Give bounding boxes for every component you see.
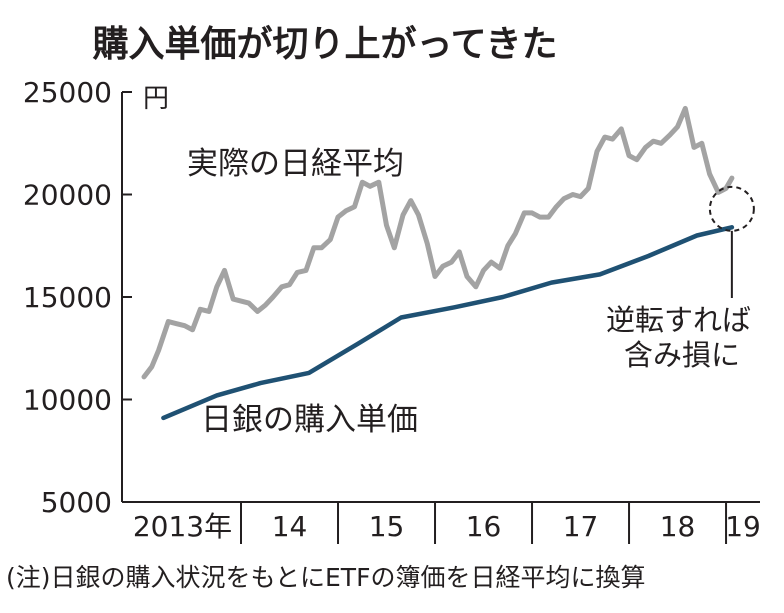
y-tick-label: 15000: [23, 281, 112, 314]
y-tick-label: 5000: [41, 486, 112, 519]
x-year-label: 2013年: [133, 510, 232, 543]
series-line-boj: [161, 225, 735, 421]
footnote: (注)日銀の購入状況をもとにETFの簿価を日経平均に換算: [6, 563, 645, 592]
crossover-highlight-circle: [708, 185, 755, 232]
y-tick-label: 20000: [23, 179, 112, 212]
annotation-line-2: 含み損に: [624, 338, 740, 372]
series-label-boj: 日銀の購入単価: [201, 402, 418, 438]
chart-title: 購入単価が切り上がってきた: [92, 24, 557, 65]
x-year-label: 16: [466, 510, 502, 543]
x-year-label: 15: [369, 510, 405, 543]
y-tick-label: 25000: [23, 76, 112, 109]
y-unit-label: 円: [143, 84, 169, 114]
y-tick-label: 10000: [23, 384, 112, 417]
series-line-nikkei: [141, 105, 735, 380]
annotation-line-1: 逆転すれば: [606, 303, 751, 337]
x-year-label: 14: [272, 510, 308, 543]
x-year-label: 17: [563, 510, 599, 543]
x-year-label: 18: [660, 510, 696, 543]
series-label-nikkei: 実際の日経平均: [187, 146, 404, 182]
x-year-label: 19: [725, 510, 761, 543]
